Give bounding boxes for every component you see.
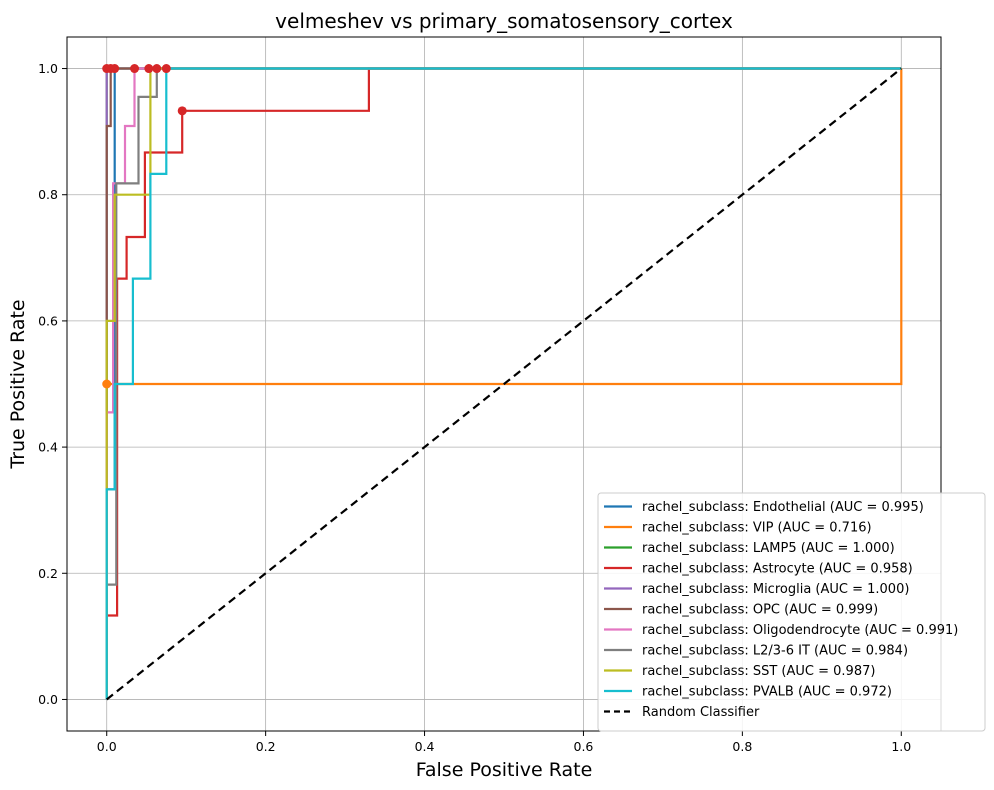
y-tick-label: 0.0 [38, 692, 58, 707]
legend-entry-4: rachel_subclass: Microglia (AUC = 1.000) [642, 582, 909, 597]
series-lines [102, 64, 903, 701]
legend-entry-2: rachel_subclass: LAMP5 (AUC = 1.000) [642, 541, 895, 556]
legend-entry-8: rachel_subclass: SST (AUC = 0.987) [642, 664, 875, 679]
series-line-9 [105, 67, 902, 700]
x-tick-label: 0.0 [97, 739, 117, 754]
series-marker-1 [102, 379, 112, 389]
y-axis-label: True Positive Rate [7, 299, 29, 469]
legend-entry-7: rachel_subclass: L2/3-6 IT (AUC = 0.984) [642, 644, 908, 659]
legend-entry-0: rachel_subclass: Endothelial (AUC = 0.99… [642, 500, 924, 515]
legend-entry-10: Random Classifier [642, 705, 760, 720]
legend-entry-6: rachel_subclass: Oligodendrocyte (AUC = … [642, 623, 958, 638]
y-tick-label: 0.8 [38, 187, 58, 202]
series-line-10 [106, 67, 902, 701]
y-tick-label: 0.6 [38, 313, 58, 328]
y-tick-label: 0.2 [38, 566, 58, 581]
series-marker-3 [110, 64, 120, 74]
legend-entry-1: rachel_subclass: VIP (AUC = 0.716) [642, 521, 872, 536]
x-tick-label: 1.0 [891, 739, 911, 754]
x-tick-label: 0.8 [732, 739, 752, 754]
legend-entry-3: rachel_subclass: Astrocyte (AUC = 0.958) [642, 562, 913, 577]
legend-box [597, 492, 986, 732]
y-tick-label: 1.0 [38, 61, 58, 76]
plot-frame [66, 36, 942, 732]
series-line-7 [105, 67, 902, 700]
legend-entry-5: rachel_subclass: OPC (AUC = 0.999) [642, 603, 878, 618]
series-marker-3 [177, 106, 187, 116]
legend: rachel_subclass: Endothelial (AUC = 0.99… [597, 492, 986, 732]
x-tick-label: 0.4 [415, 739, 435, 754]
series-marker-3 [152, 64, 162, 74]
x-tick-label: 0.2 [256, 739, 276, 754]
series-marker-3 [161, 64, 171, 74]
y-tick-label: 0.4 [38, 440, 58, 455]
chart-title: velmeshev vs primary_somatosensory_corte… [275, 9, 733, 33]
x-axis-label: False Positive Rate [416, 759, 593, 781]
series-line-3 [105, 67, 902, 700]
x-tick-label: 0.6 [574, 739, 594, 754]
series-marker-3 [144, 64, 154, 74]
axis-ticks: 0.0 0.2 0.4 0.6 0.8 1.0 0.0 0.2 0.4 0.6 0.8 1.0 [38, 61, 911, 754]
series-marker-3 [130, 64, 140, 74]
legend-entry-9: rachel_subclass: PVALB (AUC = 0.972) [642, 685, 892, 700]
